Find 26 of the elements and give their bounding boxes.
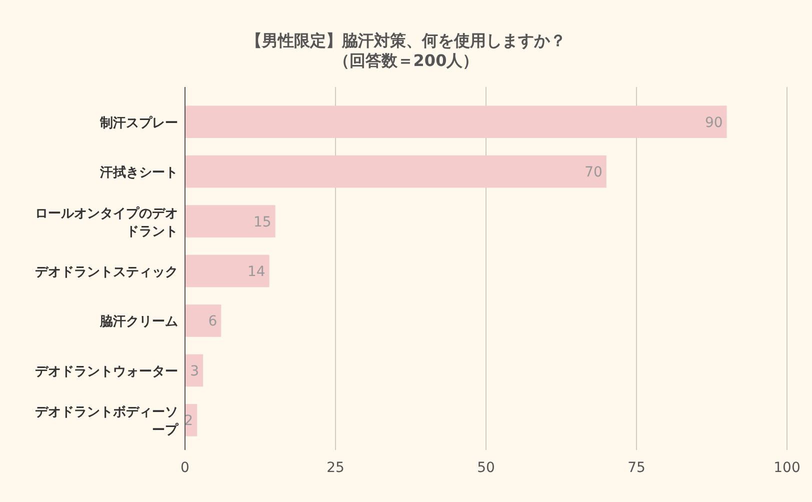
data-label: 2 (184, 413, 194, 430)
data-label: 3 (190, 363, 200, 380)
bar (185, 304, 222, 337)
y-tick-label: 制汗スプレー (99, 114, 178, 131)
x-tick-label: 100 (774, 460, 800, 476)
chart-subtitle: （回答数＝200人） (333, 51, 479, 70)
bar (185, 155, 606, 188)
bar (185, 205, 276, 238)
y-tick-label: デオドラントスティック (35, 265, 178, 280)
data-label: 90 (704, 114, 723, 131)
data-label: 70 (584, 164, 602, 181)
y-tick-label: 汗拭きシート (99, 164, 178, 181)
bar (185, 106, 727, 138)
y-tick-label: ロールオンタイプのデオドラント (35, 205, 178, 240)
x-tick-label: 50 (477, 460, 495, 476)
x-tick-label: 25 (326, 460, 344, 476)
bar (185, 254, 270, 288)
y-tick-label: デオドラントボディーソープ (35, 405, 179, 438)
data-label: 14 (247, 264, 266, 280)
x-tick-label: 0 (180, 460, 190, 476)
data-label: 15 (253, 214, 272, 230)
data-label: 6 (208, 314, 218, 330)
y-tick-label: デオドラントウォーター (35, 364, 178, 380)
chart-title: 【男性限定】脇汗対策、何を使用しますか？ (246, 31, 566, 50)
y-tick-label: 脇汗クリーム (99, 314, 178, 330)
x-tick-label: 75 (628, 460, 646, 476)
